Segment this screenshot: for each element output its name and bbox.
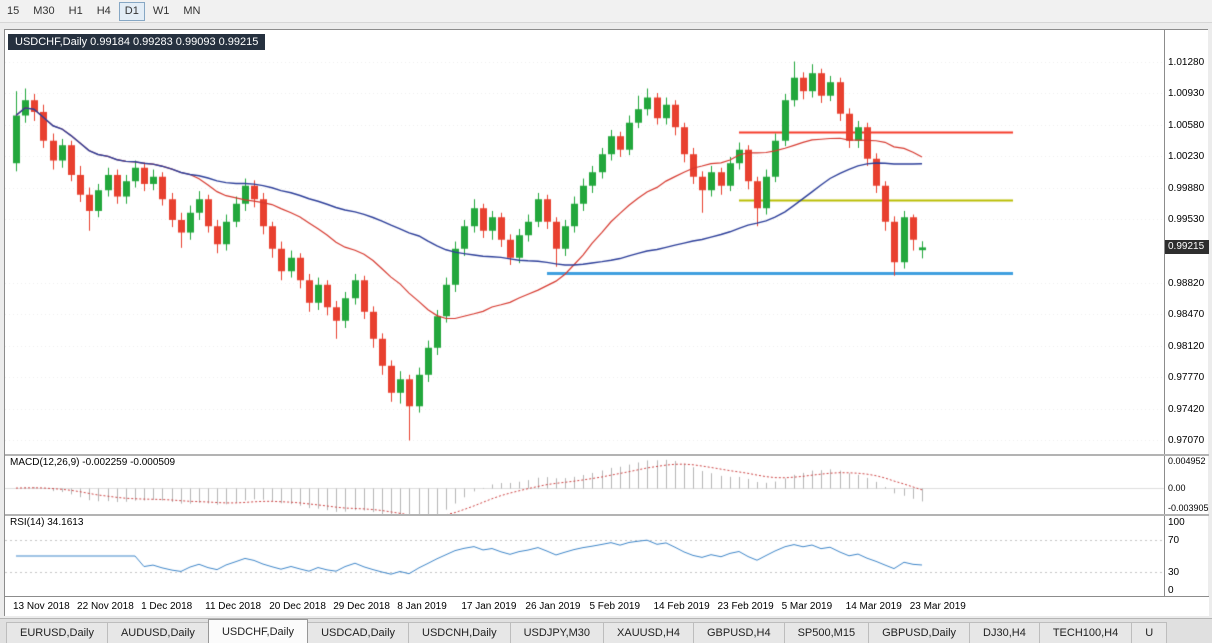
- price-axis[interactable]: 0.99215 1.01280 1.00930 1.00580 1.00230 0.99…: [1164, 30, 1209, 596]
- price-axis-label: 0.97070: [1168, 435, 1205, 447]
- time-axis-label: 26 Jan 2019: [525, 601, 581, 612]
- current-price-badge: 0.99215: [1165, 240, 1209, 255]
- price-axis-label: 0.97420: [1168, 403, 1205, 415]
- panel-divider-rsi[interactable]: [5, 514, 1209, 516]
- macd-panel: MACD(12,26,9) -0.002259 -0.000509: [5, 456, 1165, 514]
- main-chart-canvas[interactable]: [5, 30, 1165, 454]
- tab-tech100-h4[interactable]: TECH100,H4: [1038, 622, 1133, 643]
- rsi-canvas[interactable]: [5, 516, 1165, 596]
- timeframe-button-m30[interactable]: M30: [33, 4, 55, 17]
- time-axis-label: 5 Mar 2019: [781, 601, 833, 612]
- timeframe-button-d1[interactable]: D1: [118, 1, 145, 21]
- tab-xauusd-h4[interactable]: XAUUSD,H4: [603, 622, 694, 643]
- timeframe-button-h4[interactable]: H4: [96, 4, 111, 17]
- tab-gbpusd-daily[interactable]: GBPUSD,Daily: [868, 622, 971, 643]
- time-axis-label: 1 Dec 2018: [141, 601, 193, 612]
- macd-axis-label: 0.00: [1168, 483, 1186, 494]
- timeframe-toolbar: 15 M30 H1 H4 D1 W1 MN: [0, 0, 1212, 23]
- tab-usdcnh-daily[interactable]: USDCNH,Daily: [408, 622, 511, 643]
- price-axis-label: 0.99880: [1168, 182, 1205, 194]
- rsi-axis-label: 30: [1168, 567, 1180, 578]
- chart-window: USDCHF,Daily 0.99184 0.99283 0.99093 0.9…: [4, 29, 1209, 616]
- time-axis-label: 20 Dec 2018: [269, 601, 326, 612]
- timeframe-button-h1[interactable]: H1: [68, 4, 83, 17]
- price-axis-label: 0.98470: [1168, 309, 1205, 321]
- tab-usdchf-daily[interactable]: USDCHF,Daily: [207, 619, 309, 643]
- time-axis-label: 5 Feb 2019: [589, 601, 641, 612]
- tab-usdcad-daily[interactable]: USDCAD,Daily: [307, 622, 410, 643]
- time-axis-label: 8 Jan 2019: [397, 601, 447, 612]
- price-axis-label: 0.97770: [1168, 372, 1205, 384]
- main-chart-panel: USDCHF,Daily 0.99184 0.99283 0.99093 0.9…: [5, 30, 1165, 454]
- time-axis[interactable]: 13 Nov 2018 22 Nov 2018 1 Dec 2018 11 Dec 2…: [5, 596, 1209, 616]
- rsi-axis-label: 70: [1168, 535, 1180, 546]
- chart-title: USDCHF,Daily 0.99184 0.99283 0.99093 0.9…: [8, 34, 266, 50]
- price-axis-label: 1.00930: [1168, 88, 1205, 99]
- chart-tabs: EURUSD,Daily AUDUSD,Daily USDCHF,Daily USDC…: [0, 618, 1212, 643]
- timeframe-button-w1[interactable]: W1: [152, 4, 170, 17]
- time-axis-label: 14 Mar 2019: [845, 601, 902, 612]
- macd-canvas[interactable]: [5, 456, 1165, 514]
- time-axis-label: 14 Feb 2019: [653, 601, 710, 612]
- time-axis-label: 23 Feb 2019: [717, 601, 774, 612]
- price-axis-label: 1.00580: [1168, 119, 1205, 131]
- timeframe-button-15[interactable]: 15: [7, 4, 20, 17]
- price-axis-label: 0.98820: [1168, 277, 1205, 289]
- time-axis-label: 17 Jan 2019: [461, 601, 517, 612]
- tab-audusd-daily[interactable]: AUDUSD,Daily: [106, 622, 209, 643]
- panel-divider-macd[interactable]: [5, 454, 1209, 456]
- time-axis-label: 22 Nov 2018: [77, 601, 134, 612]
- tab-u[interactable]: U: [1131, 622, 1168, 643]
- price-axis-label: 0.99530: [1168, 214, 1205, 226]
- price-axis-label: 1.01280: [1168, 56, 1205, 68]
- macd-axis-label: -0.003905: [1168, 503, 1209, 513]
- rsi-label: RSI(14) 34.1613: [8, 517, 86, 528]
- price-axis-label: 0.98120: [1168, 340, 1205, 352]
- price-axis-label: 1.00230: [1168, 151, 1205, 163]
- time-axis-label: 23 Mar 2019: [909, 601, 966, 612]
- macd-axis-label: 0.004952: [1168, 456, 1206, 466]
- time-axis-label: 13 Nov 2018: [13, 601, 70, 612]
- tab-gbpusd-h4[interactable]: GBPUSD,H4: [693, 622, 785, 643]
- macd-label: MACD(12,26,9) -0.002259 -0.000509: [8, 457, 178, 468]
- time-axis-label: 11 Dec 2018: [205, 601, 262, 612]
- tab-eurusd-daily[interactable]: EURUSD,Daily: [6, 622, 108, 643]
- tab-sp500-m15[interactable]: SP500,M15: [783, 622, 870, 643]
- time-axis-label: 29 Dec 2018: [333, 601, 390, 612]
- rsi-panel: RSI(14) 34.1613: [5, 516, 1165, 596]
- tab-dj30-h4[interactable]: DJ30,H4: [969, 622, 1040, 643]
- rsi-axis-label: 100: [1168, 517, 1185, 528]
- timeframe-button-mn[interactable]: MN: [183, 4, 201, 17]
- rsi-axis-label: 0: [1168, 585, 1174, 596]
- tab-usdjpy-m30[interactable]: USDJPY,M30: [509, 622, 605, 643]
